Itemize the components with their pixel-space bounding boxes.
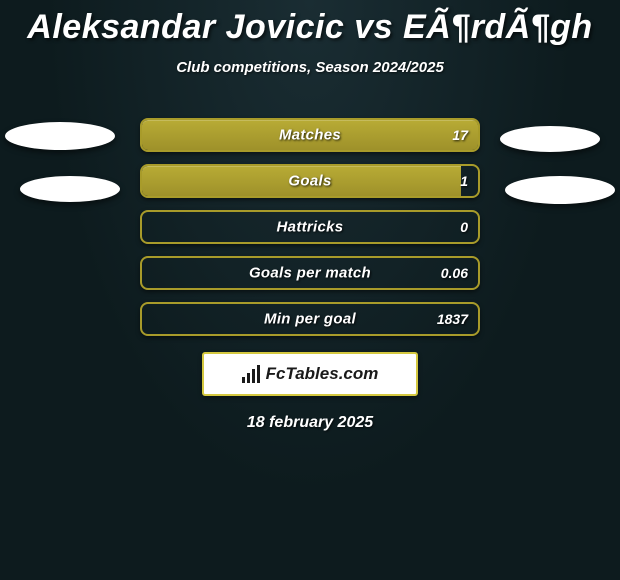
stat-value: 1837 bbox=[437, 311, 468, 327]
bar-chart-icon bbox=[242, 365, 260, 383]
page-title: Aleksandar Jovicic vs EÃ¶rdÃ¶gh bbox=[0, 0, 620, 47]
stat-row: Matches 17 bbox=[0, 118, 620, 152]
date-label: 18 february 2025 bbox=[0, 414, 620, 432]
stat-row: Goals per match 0.06 bbox=[0, 256, 620, 290]
stat-label: Min per goal bbox=[142, 311, 478, 328]
bar-container: Min per goal 1837 bbox=[140, 302, 480, 336]
bar-container: Goals per match 0.06 bbox=[140, 256, 480, 290]
stat-label: Matches bbox=[142, 127, 478, 144]
logo-box[interactable]: FcTables.com bbox=[202, 352, 418, 396]
stat-value: 1 bbox=[460, 173, 468, 189]
page-subtitle: Club competitions, Season 2024/2025 bbox=[0, 59, 620, 76]
bar-container: Goals 1 bbox=[140, 164, 480, 198]
stat-value: 0 bbox=[460, 219, 468, 235]
bar-container: Hattricks 0 bbox=[140, 210, 480, 244]
stat-row: Min per goal 1837 bbox=[0, 302, 620, 336]
bar-container: Matches 17 bbox=[140, 118, 480, 152]
logo-text: FcTables.com bbox=[266, 364, 379, 384]
stat-label: Hattricks bbox=[142, 219, 478, 236]
stats-chart: Matches 17 Goals 1 Hattricks 0 Goals per… bbox=[0, 118, 620, 336]
stat-row: Goals 1 bbox=[0, 164, 620, 198]
stat-label: Goals bbox=[142, 173, 478, 190]
logo-inner: FcTables.com bbox=[242, 364, 379, 384]
stat-value: 17 bbox=[452, 127, 468, 143]
stat-label: Goals per match bbox=[142, 265, 478, 282]
stat-value: 0.06 bbox=[441, 265, 468, 281]
stat-row: Hattricks 0 bbox=[0, 210, 620, 244]
